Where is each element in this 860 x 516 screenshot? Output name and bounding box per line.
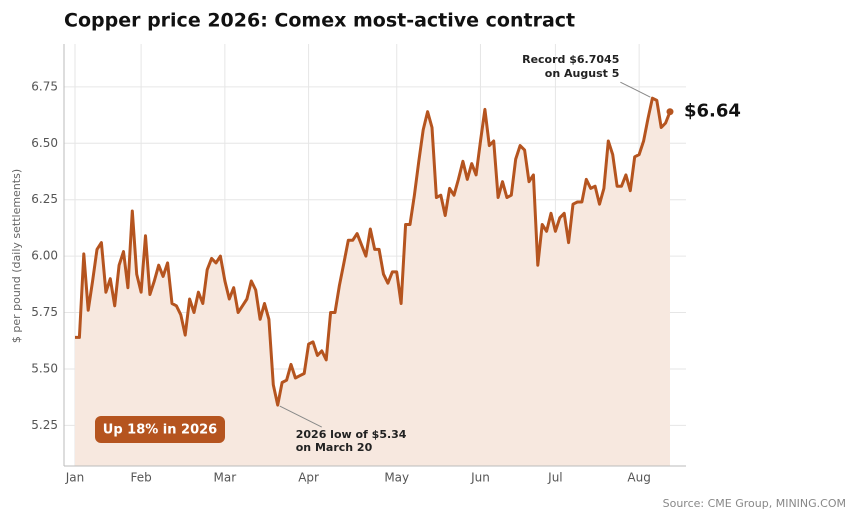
leader-line	[279, 405, 322, 428]
x-tick-label: Jul	[547, 471, 562, 485]
y-axis-label: $ per pound (daily settlements)	[10, 169, 23, 343]
x-tick-label: Apr	[298, 471, 319, 485]
line	[75, 96, 672, 407]
annotation: 2026 low of $5.34	[296, 428, 407, 441]
y-tick-label: 5.25	[31, 418, 58, 432]
x-tick-label: Aug	[627, 471, 650, 485]
annotation: on March 20	[296, 441, 373, 454]
x-tick-label: Jan	[65, 471, 85, 485]
badge-box	[95, 416, 225, 443]
source: Source: CME Group, MINING.COM	[663, 497, 846, 510]
y-tick-label: 6.25	[31, 192, 58, 206]
y-tick-label: 6.00	[31, 249, 58, 263]
end-label: $6.64	[684, 101, 741, 122]
y-tick-label: 5.50	[31, 361, 58, 375]
leader-line	[620, 81, 651, 98]
annotation: on August 5	[545, 67, 620, 80]
x-tick-label: May	[384, 471, 409, 485]
chart-title: Copper price 2026: Comex most-active con…	[64, 10, 575, 32]
badge: Up 18% in 2026	[103, 423, 217, 438]
area	[75, 98, 670, 466]
y-tick-label: 6.75	[31, 79, 58, 93]
end-point	[666, 108, 674, 116]
annotation: Record $6.7045	[522, 53, 619, 66]
y-tick-label: 5.75	[31, 305, 58, 319]
x-tick-label: Jun	[470, 471, 490, 485]
x-tick-label: Mar	[214, 471, 237, 485]
x-tick-label: Feb	[130, 471, 151, 485]
y-tick-label: 6.50	[31, 136, 58, 150]
